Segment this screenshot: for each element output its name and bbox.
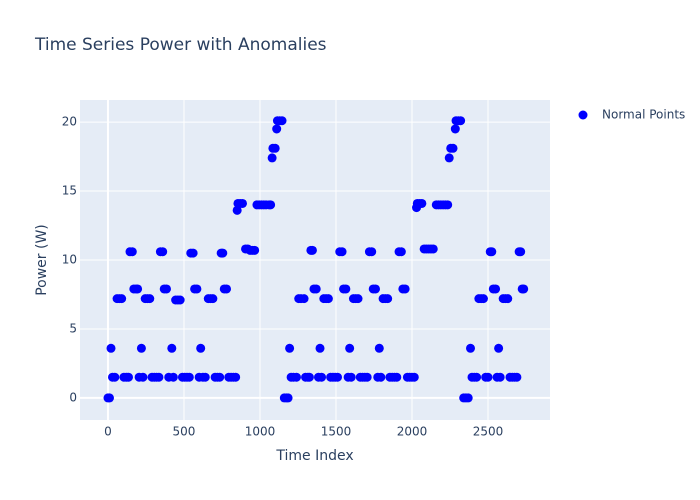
data-point — [237, 198, 247, 208]
data-point — [443, 200, 453, 210]
data-point — [136, 343, 146, 353]
data-point — [104, 393, 114, 403]
legend-marker — [578, 110, 588, 120]
x-tick-label: 2500 — [473, 425, 504, 439]
data-point — [184, 372, 194, 382]
data-point — [353, 294, 363, 304]
x-tick-label: 2000 — [397, 425, 428, 439]
data-point — [376, 372, 386, 382]
data-point — [231, 372, 241, 382]
data-point — [495, 372, 505, 382]
data-point — [400, 284, 410, 294]
data-point — [323, 294, 333, 304]
y-tick-label: 15 — [62, 184, 77, 198]
data-point — [311, 284, 321, 294]
data-point — [346, 372, 356, 382]
data-point — [208, 294, 218, 304]
y-tick-label: 20 — [62, 115, 77, 129]
data-point — [277, 116, 287, 126]
data-point — [161, 284, 171, 294]
data-point — [367, 247, 377, 257]
data-point — [167, 343, 177, 353]
data-point — [487, 247, 497, 257]
data-point — [494, 343, 504, 353]
data-point — [503, 294, 513, 304]
data-point — [266, 200, 276, 210]
data-point — [374, 343, 384, 353]
x-tick-label: 1500 — [321, 425, 352, 439]
data-point — [192, 284, 202, 294]
x-tick-label: 500 — [173, 425, 196, 439]
data-point — [299, 294, 309, 304]
x-axis-title: Time Index — [275, 448, 353, 464]
data-point — [291, 372, 301, 382]
data-point — [337, 247, 347, 257]
data-point — [138, 372, 148, 382]
data-point — [304, 372, 314, 382]
data-point — [519, 284, 529, 294]
data-point — [267, 153, 277, 163]
data-point — [117, 294, 127, 304]
data-point — [110, 372, 120, 382]
data-point — [396, 247, 406, 257]
data-point — [444, 153, 454, 163]
data-point — [483, 372, 493, 382]
legend-label: Normal Points — [602, 108, 685, 122]
data-point — [317, 372, 327, 382]
data-point — [448, 143, 458, 153]
data-point — [450, 124, 460, 134]
data-point — [456, 116, 466, 126]
data-point — [283, 393, 293, 403]
data-point — [154, 372, 164, 382]
chart-title: Time Series Power with Anomalies — [34, 35, 327, 55]
data-point — [345, 343, 355, 353]
y-tick-label: 5 — [69, 321, 77, 335]
data-point — [332, 372, 342, 382]
data-point — [145, 294, 155, 304]
data-point — [409, 372, 419, 382]
data-point — [370, 284, 380, 294]
y-tick-label: 0 — [69, 390, 77, 404]
data-point — [428, 244, 438, 254]
x-tick-label: 0 — [104, 425, 112, 439]
data-point — [218, 248, 228, 258]
data-point — [158, 247, 168, 257]
data-point — [285, 343, 295, 353]
data-point — [491, 284, 501, 294]
data-point — [200, 372, 210, 382]
data-point — [106, 343, 116, 353]
data-point — [168, 372, 178, 382]
data-point — [232, 205, 242, 215]
data-point — [512, 372, 522, 382]
y-axis-title: Power (W) — [34, 224, 50, 296]
data-point — [516, 247, 526, 257]
data-point — [341, 284, 351, 294]
data-point — [362, 372, 372, 382]
data-point — [392, 372, 402, 382]
data-point — [315, 343, 325, 353]
data-point — [417, 198, 427, 208]
data-point — [196, 343, 206, 353]
data-point — [127, 247, 137, 257]
marks — [103, 116, 529, 403]
legend: Normal Points — [578, 108, 685, 122]
data-point — [123, 372, 133, 382]
data-point — [472, 372, 482, 382]
data-point — [272, 124, 282, 134]
data-point — [133, 284, 143, 294]
data-point — [175, 295, 185, 305]
y-tick-label: 10 — [62, 253, 77, 267]
data-point — [222, 284, 232, 294]
data-point — [383, 294, 393, 304]
data-point — [463, 393, 473, 403]
data-point — [466, 343, 476, 353]
data-point — [478, 294, 488, 304]
data-point — [307, 245, 317, 255]
data-point — [188, 248, 198, 258]
data-point — [250, 245, 260, 255]
x-tick-label: 1000 — [245, 425, 276, 439]
data-point — [215, 372, 225, 382]
data-point — [270, 143, 280, 153]
